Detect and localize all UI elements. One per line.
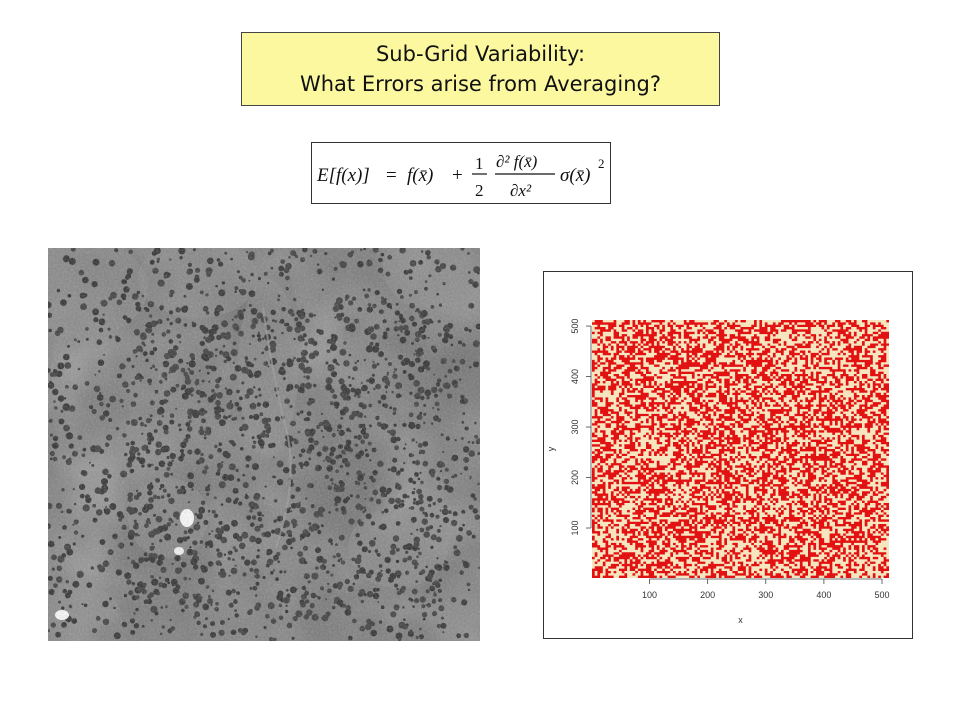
- x-axis: 100 200 300 400 500 x: [642, 578, 890, 625]
- y-tick-label: 400: [570, 369, 580, 384]
- formula-variance: σ(x̄): [560, 165, 590, 186]
- aerial-forest-photo: [48, 248, 480, 641]
- field-image: [592, 320, 889, 578]
- y-axis-label: y: [546, 446, 556, 451]
- binary-field-plot: 100 200 300 400 500 x 100 200 300 400 500 y: [543, 271, 913, 639]
- formula-half-numerator: 1: [475, 154, 484, 173]
- slide-title-line-1: Sub-Grid Variability:: [375, 42, 586, 66]
- formula-half-denominator: 2: [475, 181, 484, 200]
- y-axis: 100 200 300 400 500 y: [546, 319, 592, 536]
- y-tick-label: 300: [570, 420, 580, 435]
- x-tick-label: 400: [816, 590, 831, 600]
- slide-title-box: Sub-Grid Variability: What Errors arise …: [241, 32, 720, 106]
- x-tick-label: 200: [700, 590, 715, 600]
- formula-term-f-xbar: f(x̄): [407, 165, 433, 186]
- x-tick-label: 100: [642, 590, 657, 600]
- expectation-formula: E[f(x)] = f(x̄) + 1 2 ∂² f(x̄) ∂x² σ(x̄)…: [311, 142, 611, 204]
- x-axis-label: x: [738, 615, 743, 625]
- y-tick-label: 100: [570, 521, 580, 536]
- formula-lhs: E[f(x)]: [316, 165, 370, 186]
- formula-derivative-numerator: ∂² f(x̄): [496, 152, 538, 171]
- formula-derivative-denominator: ∂x²: [510, 181, 532, 200]
- x-tick-label: 500: [875, 590, 890, 600]
- formula-equals: =: [386, 165, 397, 186]
- y-tick-label: 500: [570, 319, 580, 334]
- x-tick-label: 300: [758, 590, 773, 600]
- slide-title-line-2: What Errors arise from Averaging?: [299, 72, 661, 96]
- formula-exponent: 2: [598, 156, 605, 171]
- y-tick-label: 200: [570, 470, 580, 485]
- formula-plus: +: [452, 165, 463, 186]
